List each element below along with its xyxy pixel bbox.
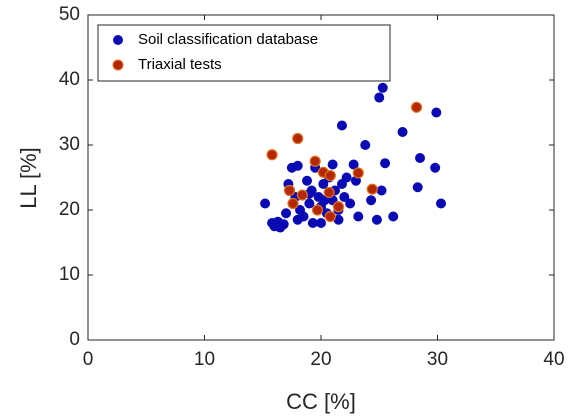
data-point <box>292 132 304 145</box>
data-point <box>311 204 324 216</box>
data-point <box>283 184 296 197</box>
data-point <box>323 186 335 199</box>
y-tick-label: 50 <box>59 4 80 25</box>
data-point <box>360 140 371 150</box>
y-tick-label: 0 <box>69 329 80 350</box>
x-tick-label: 20 <box>310 349 331 370</box>
data-point <box>324 169 336 182</box>
data-point <box>366 195 377 206</box>
x-tick-label: 10 <box>194 349 215 370</box>
y-tick-label: 20 <box>59 199 80 220</box>
data-point <box>309 155 321 167</box>
data-point <box>388 211 399 222</box>
data-point <box>333 214 344 225</box>
data-point <box>397 127 408 137</box>
legend-label: Soil classification database <box>138 31 318 48</box>
data-point <box>316 218 326 228</box>
y-tick-label: 30 <box>59 134 80 155</box>
data-point <box>366 183 378 195</box>
data-point <box>376 185 387 196</box>
data-point <box>266 149 278 161</box>
data-point <box>260 198 271 209</box>
data-point <box>275 222 286 233</box>
y-tick-label: 40 <box>59 69 80 90</box>
data-point <box>339 192 350 202</box>
data-point <box>377 82 388 93</box>
legend-marker <box>112 59 124 71</box>
x-tick-label: 30 <box>427 349 448 370</box>
data-point <box>307 218 318 228</box>
data-point <box>348 159 359 170</box>
data-point <box>296 189 308 201</box>
data-point <box>341 172 352 183</box>
data-point <box>302 175 313 186</box>
data-point <box>292 160 303 171</box>
data-point <box>435 198 446 209</box>
y-axis-label: LL [%] <box>16 147 41 209</box>
x-tick-label: 0 <box>83 349 94 370</box>
data-point <box>336 120 347 131</box>
data-point <box>431 107 442 118</box>
data-point <box>319 195 330 206</box>
data-point <box>412 182 423 193</box>
data-point <box>327 159 338 170</box>
data-point <box>332 201 345 213</box>
legend-box <box>97 24 391 82</box>
data-point <box>318 179 329 189</box>
legend-marker <box>113 35 123 45</box>
data-point <box>292 214 303 225</box>
data-point <box>345 198 356 209</box>
data-point <box>304 198 315 209</box>
data-point <box>380 158 391 169</box>
data-point <box>415 153 426 163</box>
x-tick-label: 40 <box>543 349 564 370</box>
data-point <box>374 92 385 103</box>
data-point <box>324 210 336 223</box>
data-point <box>410 101 423 113</box>
data-point <box>353 211 364 222</box>
legend-label: Triaxial tests <box>138 56 222 73</box>
data-point <box>352 167 364 179</box>
data-point <box>287 197 299 210</box>
x-axis-label: CC [%] <box>286 389 356 414</box>
data-point <box>430 162 441 173</box>
y-tick-label: 10 <box>59 264 80 285</box>
data-point <box>281 208 292 219</box>
data-point <box>371 214 382 225</box>
